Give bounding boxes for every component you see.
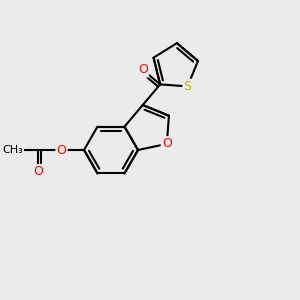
Text: O: O	[57, 143, 66, 157]
Text: S: S	[184, 80, 192, 93]
Text: O: O	[33, 165, 43, 178]
Text: O: O	[138, 63, 148, 76]
Text: O: O	[162, 137, 172, 150]
Text: CH₃: CH₃	[2, 145, 23, 155]
